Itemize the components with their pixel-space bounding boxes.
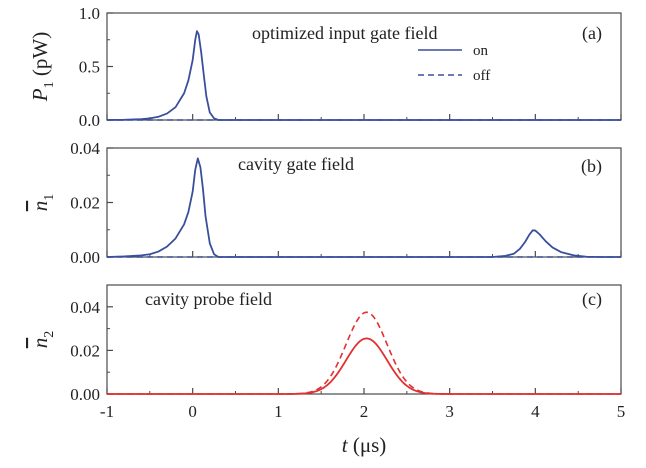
series-line-on (106, 30, 621, 121)
series-line-on (106, 157, 621, 258)
y-axis-symbol: n (28, 338, 52, 349)
x-tick-label: 1 (274, 402, 283, 421)
y-tick-label: 0.02 (70, 341, 100, 360)
y-axis-subscript: 2 (42, 331, 57, 338)
x-axis-symbol: t (342, 433, 349, 457)
panel-c: 0.00 0.02 0.04 -1 0 1 2 3 4 5 cavity probe field (c… (28, 284, 626, 457)
panel-label: (b) (581, 156, 602, 177)
y-tick-label: 0.0 (79, 111, 100, 130)
legend-label-off: off (473, 68, 490, 84)
y-axis-label: n2 (28, 331, 57, 349)
y-axis-label: P1 (pW) (28, 32, 57, 102)
x-axis-label: t (μs) (342, 433, 387, 457)
x-axis-unit: (μs) (348, 433, 387, 457)
x-tick-label: 0 (188, 402, 197, 421)
panel-annotation: cavity gate field (238, 154, 354, 174)
series-line-on (107, 337, 621, 395)
y-tick-label: 0.02 (70, 194, 100, 213)
y-axis-label: n1 (28, 194, 57, 212)
x-tick-label: 2 (360, 402, 369, 421)
y-tick-label: 0.00 (70, 248, 100, 267)
panel-b: 0.00 0.02 0.04 cavity gate field (b) n1 (28, 139, 622, 267)
panel-label: (c) (582, 289, 602, 310)
y-axis-symbol: P (28, 88, 52, 102)
legend-label-on: on (473, 43, 489, 59)
x-tick-label: 3 (445, 402, 454, 421)
plot-frame (106, 147, 622, 258)
panel-annotation: cavity probe field (145, 289, 272, 309)
y-tick-label: 0.5 (79, 58, 100, 77)
y-axis-unit: (pW) (28, 32, 52, 82)
panel-annotation: optimized input gate field (252, 23, 437, 43)
x-tick-label: 4 (531, 402, 540, 421)
y-tick-label: 0.04 (70, 298, 100, 317)
y-axis-subscript: 1 (42, 81, 57, 88)
panel-label: (a) (582, 23, 602, 44)
y-tick-label: 0.04 (70, 139, 100, 158)
x-tick-label: 5 (617, 402, 626, 421)
series-line-off (107, 311, 621, 395)
y-axis-symbol: n (28, 201, 52, 212)
panel-a: 0.0 0.5 1.0 optimized input gate field (a) on… (28, 4, 622, 130)
y-tick-label: 0.00 (70, 385, 100, 404)
y-axis-subscript: 1 (42, 194, 57, 201)
y-tick-label: 1.0 (79, 4, 100, 23)
x-tick-label: -1 (100, 402, 114, 421)
